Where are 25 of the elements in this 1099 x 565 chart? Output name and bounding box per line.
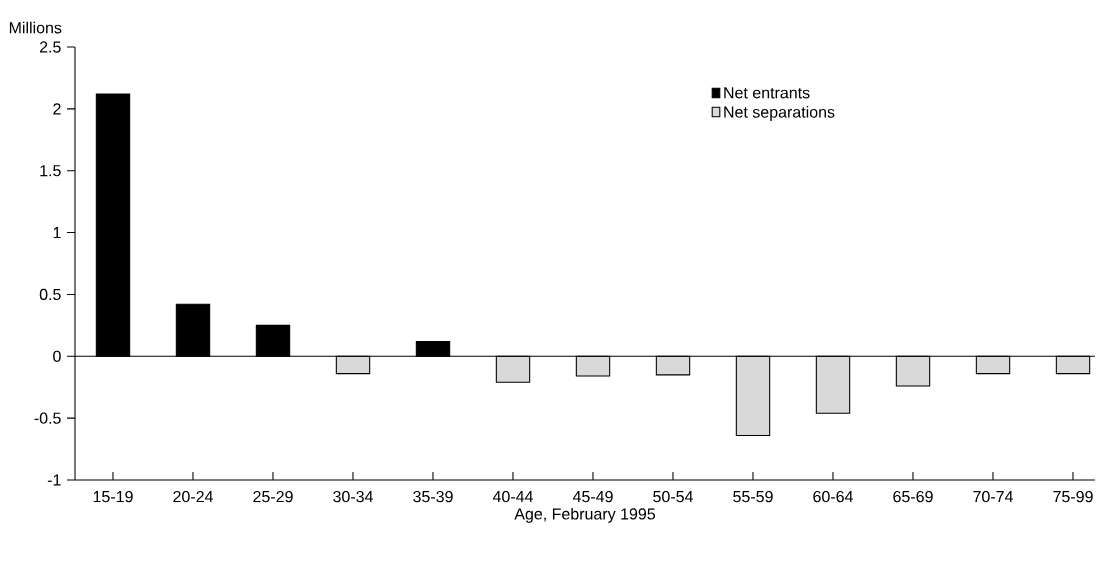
y-tick-label: 1: [53, 227, 61, 239]
x-axis-title: Age, February 1995: [514, 507, 656, 523]
legend-label: Net separations: [724, 106, 835, 121]
x-tick-label: 30-34: [333, 490, 373, 503]
x-tick-label: 40-44: [492, 490, 533, 503]
y-tick-label: 1.5: [40, 165, 61, 177]
y-tick-label: 0.5: [39, 288, 61, 301]
x-tick-label: 35-39: [413, 490, 453, 503]
y-tick-label: -1: [47, 474, 61, 486]
x-tick-label: 45-49: [572, 490, 613, 503]
x-tick-label: 20-24: [173, 490, 213, 503]
y-tick-label: 2: [53, 103, 61, 115]
y-tick-label: 2.5: [39, 41, 61, 53]
y-axis-title: Millions: [9, 21, 62, 34]
x-tick-label: 15-19: [93, 490, 133, 503]
x-tick-label: 65-69: [893, 490, 933, 503]
x-tick-label: 75-99: [1053, 490, 1093, 503]
legend-label: Net entrants: [724, 87, 810, 99]
x-tick-label: 25-29: [253, 490, 293, 503]
x-tick-label: 70-74: [973, 490, 1013, 503]
x-tick-label: 60-64: [813, 490, 853, 503]
y-tick-label: 0: [53, 350, 61, 362]
x-tick-label: 50-54: [653, 490, 693, 503]
y-tick-label: -0.5: [34, 412, 61, 424]
x-tick-label: 55-59: [733, 490, 773, 503]
